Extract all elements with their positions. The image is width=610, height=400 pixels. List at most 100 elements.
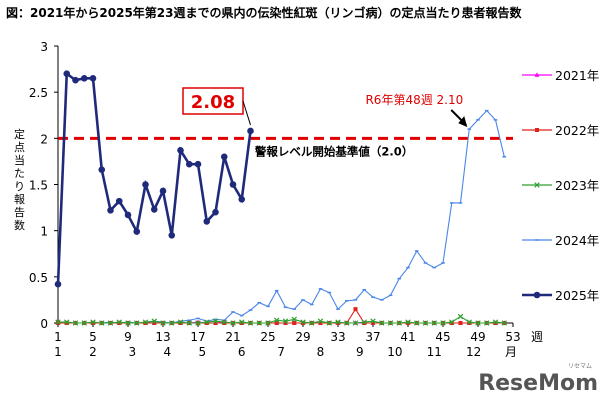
data-point-y2023 bbox=[361, 319, 367, 325]
callout-box bbox=[182, 87, 244, 115]
data-point-y2025 bbox=[54, 280, 62, 288]
data-point-y2025 bbox=[133, 228, 141, 235]
legend-label: 2025年 bbox=[555, 288, 599, 303]
x-tick-label: 17 bbox=[190, 330, 205, 344]
data-point-y2023 bbox=[81, 320, 87, 326]
data-point-y2023 bbox=[274, 317, 280, 323]
data-point-y2023 bbox=[142, 319, 149, 325]
y-tick-label: 2.5 bbox=[29, 86, 48, 100]
legend-item-y2022: 2022年 bbox=[522, 123, 599, 138]
data-point-y2022 bbox=[406, 321, 410, 325]
legend-marker bbox=[534, 72, 540, 77]
peak-arrowhead bbox=[458, 116, 468, 128]
x-tick-label: 5 bbox=[89, 330, 97, 344]
data-point-y2022 bbox=[493, 321, 498, 325]
data-point-y2023 bbox=[160, 320, 166, 326]
data-point-y2023 bbox=[169, 320, 175, 326]
y-tick-label: 0.5 bbox=[29, 271, 48, 285]
data-point-y2023 bbox=[212, 318, 219, 324]
data-point-y2023 bbox=[501, 320, 507, 326]
data-point-y2023 bbox=[125, 320, 131, 326]
data-point-y2023 bbox=[449, 319, 455, 325]
data-point-y2023 bbox=[247, 320, 254, 326]
data-point-y2023 bbox=[344, 320, 350, 326]
data-point-y2025 bbox=[229, 181, 237, 188]
data-point-y2022 bbox=[283, 321, 288, 325]
data-point-y2025 bbox=[220, 153, 228, 161]
data-point-y2023 bbox=[484, 320, 490, 326]
data-point-y2023 bbox=[352, 320, 359, 326]
y-tick-label: 0 bbox=[40, 317, 48, 331]
data-point-y2023 bbox=[221, 319, 227, 325]
x-tick-label: 33 bbox=[330, 330, 345, 344]
data-point-y2023 bbox=[99, 320, 105, 326]
data-point-y2022 bbox=[336, 321, 340, 325]
data-point-y2023 bbox=[379, 320, 385, 326]
data-point-y2023 bbox=[300, 319, 306, 325]
data-point-y2025 bbox=[194, 160, 202, 168]
data-point-y2023 bbox=[116, 319, 122, 325]
data-point-y2023 bbox=[282, 318, 289, 324]
series-line-y2023 bbox=[58, 315, 505, 324]
data-point-y2023 bbox=[177, 319, 184, 325]
data-point-y2023 bbox=[107, 320, 114, 326]
data-point-y2025 bbox=[63, 70, 71, 77]
data-point-y2023 bbox=[291, 316, 297, 323]
data-point-y2023 bbox=[492, 319, 499, 325]
month-label: 12 bbox=[466, 345, 481, 359]
data-point-y2022 bbox=[301, 321, 305, 325]
data-point-y2023 bbox=[90, 319, 96, 325]
data-point-y2023 bbox=[134, 320, 140, 326]
watermark-logo: ReseMom bbox=[478, 371, 598, 396]
data-point-y2023 bbox=[457, 313, 464, 320]
month-label: 6 bbox=[238, 345, 246, 359]
y-axis-label: 定点当たり報告数 bbox=[14, 127, 25, 232]
data-point-y2025 bbox=[150, 206, 158, 213]
month-label: 10 bbox=[387, 345, 402, 359]
data-point-y2023 bbox=[55, 319, 61, 325]
data-point-y2025 bbox=[247, 127, 254, 135]
data-point-y2022 bbox=[239, 321, 244, 325]
data-point-y2025 bbox=[72, 76, 79, 84]
x-axis-label: 週 bbox=[531, 330, 543, 344]
month-label: 1 bbox=[54, 345, 62, 359]
month-label: 11 bbox=[427, 345, 442, 359]
data-point-y2025 bbox=[212, 208, 219, 216]
month-label: 3 bbox=[129, 345, 137, 359]
data-point-y2025 bbox=[185, 160, 193, 168]
data-point-y2022 bbox=[56, 321, 60, 325]
legend-marker bbox=[535, 128, 539, 132]
y-tick-label: 2 bbox=[40, 132, 48, 146]
data-point-y2023 bbox=[370, 318, 376, 324]
y-tick-label: 3 bbox=[40, 40, 48, 54]
legend-label: 2021年 bbox=[555, 68, 599, 83]
data-point-y2025 bbox=[80, 75, 88, 82]
data-point-y2022 bbox=[467, 321, 472, 325]
data-point-y2022 bbox=[143, 321, 148, 325]
data-point-y2025 bbox=[168, 231, 176, 239]
data-point-y2023 bbox=[151, 318, 157, 324]
x-tick-label: 37 bbox=[365, 330, 380, 344]
data-point-y2022 bbox=[91, 321, 95, 325]
legend-item-y2023: 2023年 bbox=[522, 178, 599, 193]
series-layer bbox=[54, 70, 507, 326]
data-point-y2023 bbox=[64, 319, 70, 325]
plot-area bbox=[57, 46, 513, 324]
data-point-y2023 bbox=[466, 319, 472, 325]
month-label: 9 bbox=[356, 345, 364, 359]
x-tick-label: 13 bbox=[155, 330, 170, 344]
x-tick-label: 21 bbox=[225, 330, 240, 344]
data-point-y2023 bbox=[440, 320, 446, 326]
data-point-y2023 bbox=[475, 320, 481, 326]
x-axis: 1 5 9 13 17 21 25 29 33 37 41 45 49 531 2 3 4 5 6 7 8 9 10 11 12… bbox=[54, 323, 543, 359]
watermark-sub: リセマム bbox=[568, 363, 592, 370]
legend-label: 2023年 bbox=[555, 178, 599, 193]
data-point-y2022 bbox=[213, 321, 218, 325]
data-point-y2023 bbox=[405, 319, 411, 325]
data-point-y2022 bbox=[353, 307, 358, 312]
data-point-y2022 bbox=[178, 321, 183, 325]
month-label: 7 bbox=[277, 345, 285, 359]
data-point-y2025 bbox=[107, 207, 114, 214]
callout-leader bbox=[242, 100, 251, 126]
